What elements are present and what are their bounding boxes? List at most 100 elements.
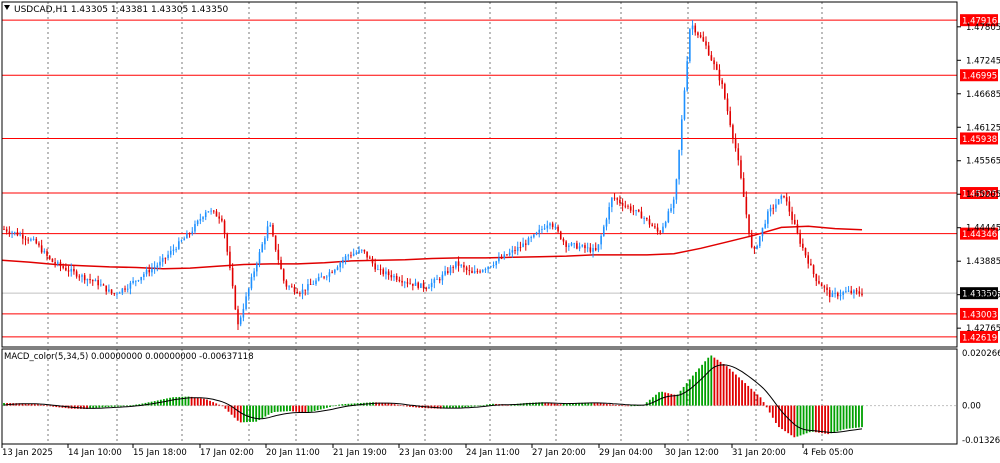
candle-body: [126, 288, 129, 290]
candle-body: [791, 211, 793, 220]
candle-body: [51, 258, 54, 263]
candle-body: [274, 235, 277, 250]
candle-body: [237, 309, 239, 325]
candle-body: [836, 293, 839, 297]
candle-body: [132, 280, 134, 283]
macd-bar: [741, 380, 743, 406]
candle-body: [379, 269, 382, 271]
macd-bar: [396, 404, 399, 406]
horizontal-levels[interactable]: 1.47916 1.46995 1.45938 1.45025 1.44346 1.430…: [2, 14, 998, 343]
macd-bar: [691, 375, 694, 406]
macd-bar: [482, 405, 485, 406]
macd-bar: [698, 368, 700, 406]
macd-bar: [753, 391, 756, 406]
macd-bar: [449, 405, 451, 409]
level-price-tag: [960, 307, 998, 320]
macd-bar: [661, 391, 664, 406]
candle-body: [151, 268, 153, 273]
macd-bar: [76, 405, 79, 409]
candle-body: [506, 254, 508, 256]
candle-body: [659, 231, 662, 233]
grid-lines: [47, 2, 823, 444]
macd-bar: [679, 390, 682, 406]
price-tick-label: 1.46125: [966, 123, 1000, 133]
moving-average: [1, 225, 863, 270]
candle-body: [363, 249, 366, 252]
macd-bar: [123, 405, 125, 407]
candle-body: [839, 294, 842, 297]
macd-bar: [584, 402, 587, 406]
macd-bar: [676, 394, 679, 406]
candle-body: [290, 286, 293, 288]
macd-bar: [667, 393, 670, 406]
candle-body: [718, 69, 721, 81]
candle-body: [772, 207, 775, 209]
macd-bar: [135, 404, 138, 406]
level-price-label: 1.45938: [962, 135, 997, 145]
macd-bar: [793, 405, 796, 438]
macd-bar: [464, 405, 467, 408]
candle-body: [514, 250, 516, 251]
candle-body: [304, 289, 307, 291]
macd-bar: [492, 403, 494, 406]
candle-body: [207, 211, 210, 213]
macd-bar: [605, 403, 608, 406]
price-tick-label: 1.45565: [966, 157, 1000, 167]
time-tick-label: 23 Jan 03:00: [399, 448, 453, 458]
candle-body: [562, 238, 565, 242]
time-tick-label: 13 Jan 2025: [2, 448, 53, 458]
macd-bar: [768, 405, 771, 413]
macd-bar: [233, 405, 236, 418]
macd-bar: [854, 405, 857, 428]
macd-bar: [796, 405, 799, 437]
candle-body: [850, 290, 853, 293]
ma-line: [1, 225, 863, 270]
macd-bar: [209, 400, 211, 406]
candle-body: [27, 239, 30, 241]
macd-bar: [347, 403, 350, 406]
macd-bar: [292, 405, 294, 412]
candle-body: [94, 279, 97, 282]
macd-bar: [858, 405, 860, 428]
candle-body: [35, 238, 38, 244]
macd-bar: [556, 404, 559, 406]
candle-body: [487, 266, 489, 270]
macd-bar: [83, 405, 85, 409]
candle-body: [554, 226, 557, 228]
candle-body: [315, 280, 317, 285]
candle-body: [393, 275, 395, 278]
time-tick-label: 24 Jan 11:00: [466, 448, 520, 458]
candle-body: [441, 274, 444, 281]
macd-bar: [572, 403, 574, 406]
candle-body: [30, 239, 32, 241]
price-tick-label: 1.44445: [966, 224, 1000, 234]
candle-body: [355, 252, 358, 254]
candle-body: [689, 29, 691, 62]
macd-bar: [655, 394, 657, 406]
candle-body: [823, 286, 826, 288]
macd-bar: [439, 405, 442, 409]
candle-body: [250, 277, 253, 289]
candle-body: [455, 261, 457, 268]
candle-body: [299, 293, 301, 294]
candle-body: [56, 262, 59, 264]
macd-bar: [707, 357, 710, 406]
macd-bar: [575, 402, 577, 406]
macd-bar: [562, 403, 565, 406]
macd-bar: [704, 361, 707, 406]
macd-tick-label: 0.0202662: [962, 349, 1000, 359]
candle-body: [124, 288, 126, 290]
macd-bar: [590, 402, 593, 406]
candle-body: [16, 232, 19, 236]
macd-bar: [405, 405, 408, 407]
macd-bar: [172, 397, 175, 406]
candle-body: [323, 276, 325, 278]
candle-body: [83, 275, 86, 281]
candle-body: [159, 261, 161, 266]
candle-body: [231, 268, 234, 287]
candle-body: [664, 222, 667, 227]
candle-body: [522, 243, 524, 248]
macd-bar: [581, 402, 584, 406]
